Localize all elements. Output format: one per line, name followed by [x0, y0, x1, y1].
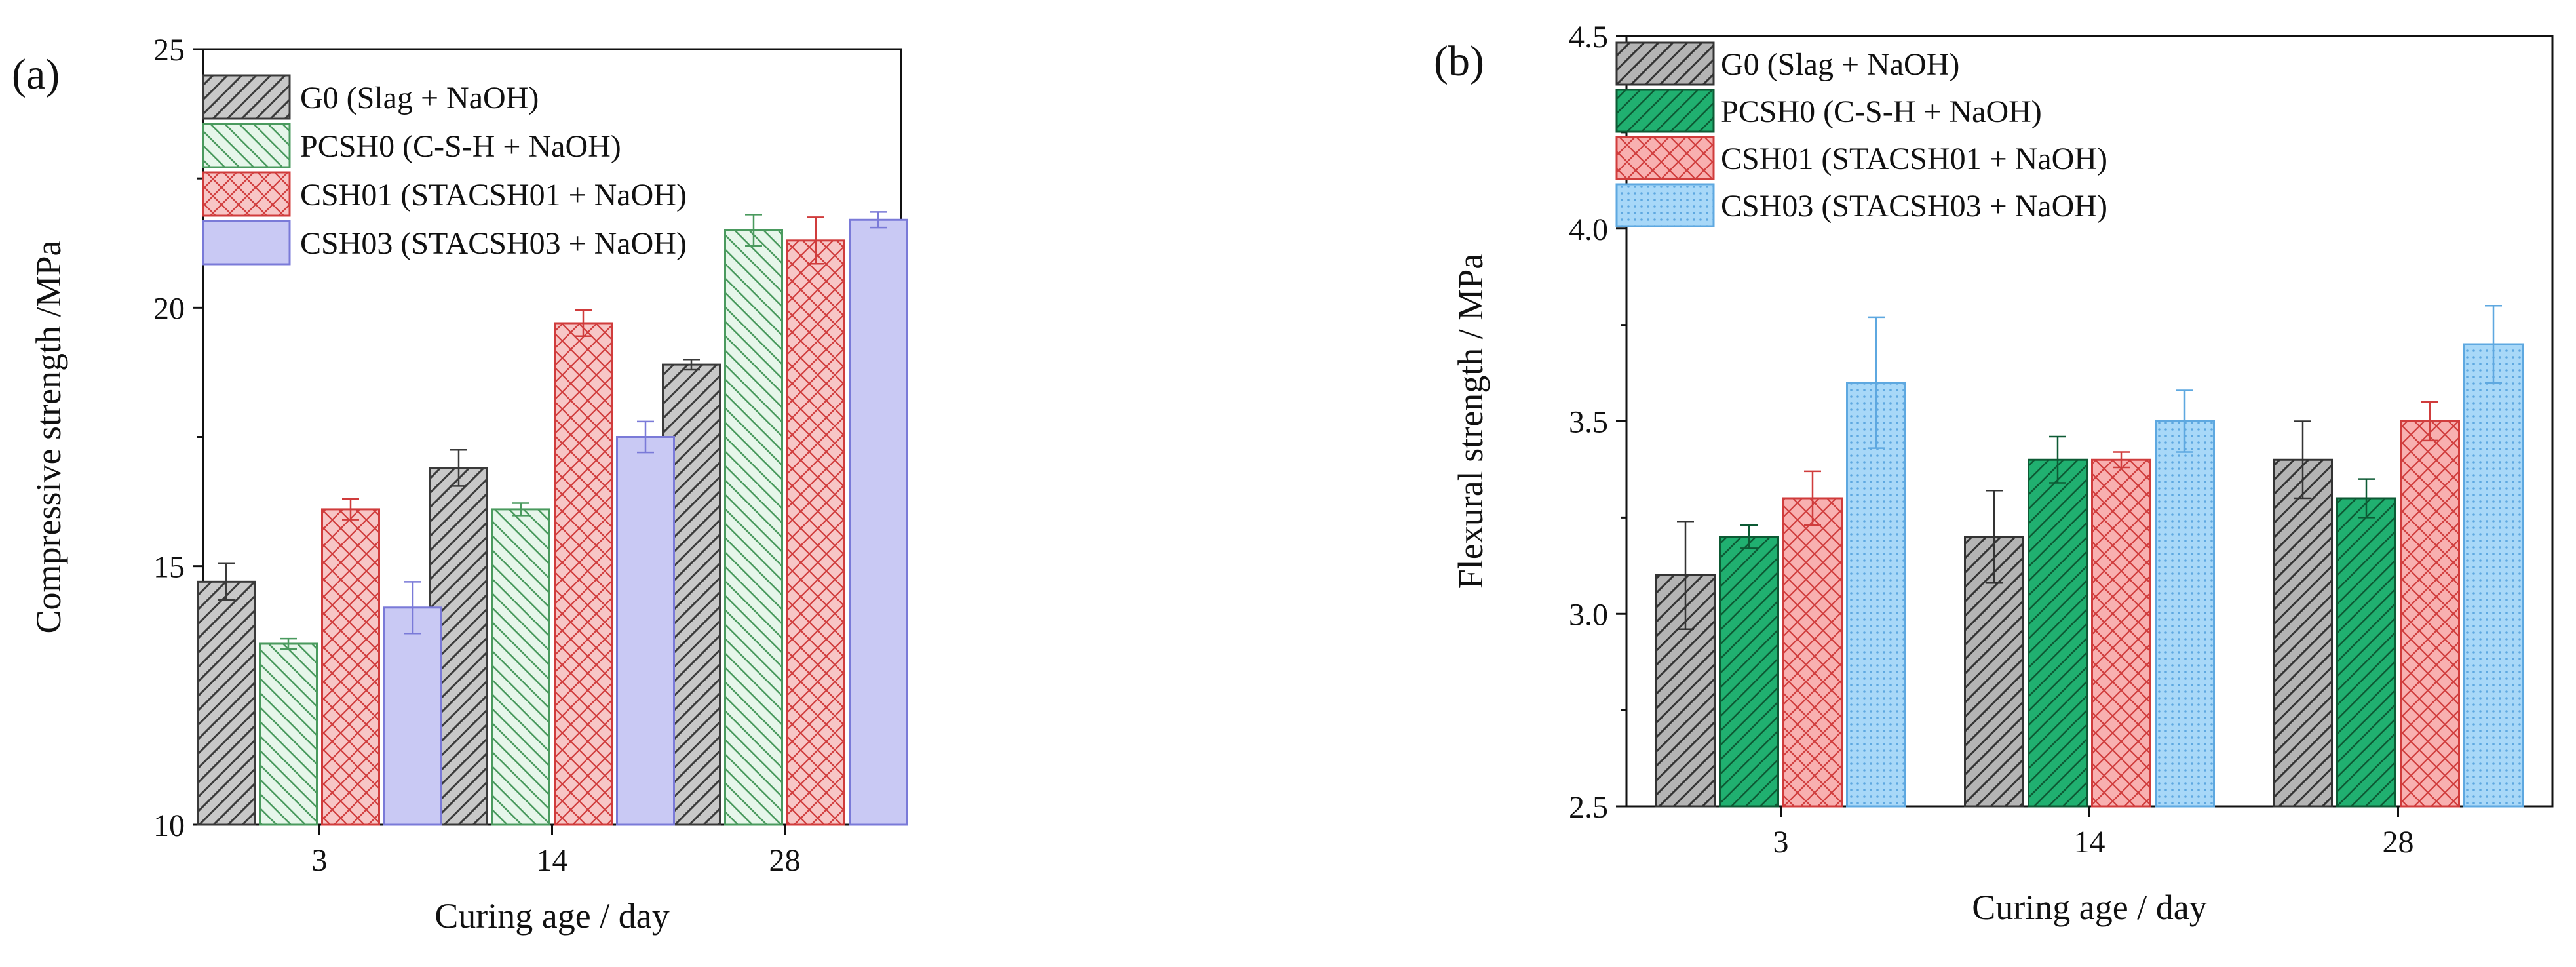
- legend-swatch-pcsh0: [1615, 89, 1715, 133]
- legend-label-csh01: CSH01 (STACSH01 + NaOH): [300, 178, 687, 212]
- error-bar-g0-28: [683, 358, 700, 371]
- y-tick-label: 20: [153, 291, 185, 326]
- legend-label-pcsh0: PCSH0 (C-S-H + NaOH): [1721, 94, 2042, 129]
- error-bar-pcsh0-3: [1740, 524, 1758, 549]
- legend-label-g0: G0 (Slag + NaOH): [300, 81, 539, 115]
- error-bar-pcsh0-3: [280, 637, 297, 650]
- error-bar-csh01-14: [2113, 451, 2130, 469]
- y-tick-label: 15: [153, 550, 185, 585]
- y-tick-label: 3.0: [1569, 597, 1608, 632]
- error-bar-csh03-14: [2176, 389, 2193, 453]
- error-bar-pcsh0-14: [512, 502, 529, 517]
- bar-pcsh0-14: [2028, 458, 2088, 808]
- x-axis-title: Curing age / day: [1972, 888, 2206, 927]
- bar-csh03-3: [383, 606, 442, 826]
- x-tick-label: 14: [537, 843, 568, 878]
- bar-g0-28: [2273, 458, 2333, 808]
- error-bar-csh01-28: [2421, 401, 2438, 442]
- legend-swatch-csh03: [202, 220, 291, 266]
- y-tick-label: 4.5: [1569, 20, 1608, 54]
- bar-csh01-14: [2091, 458, 2151, 808]
- bar-csh03-28: [849, 218, 908, 826]
- error-bar-g0-3: [1677, 521, 1694, 630]
- y-tick-label: 2.5: [1569, 790, 1608, 825]
- legend-label-csh03: CSH03 (STACSH03 + NaOH): [1721, 189, 2107, 224]
- error-bar-csh03-14: [637, 420, 654, 454]
- error-bar-g0-3: [218, 562, 235, 601]
- bar-pcsh0-3: [259, 642, 318, 826]
- error-bar-pcsh0-28: [2358, 478, 2375, 519]
- bar-csh01-3: [321, 508, 380, 826]
- legend-label-csh03: CSH03 (STACSH03 + NaOH): [300, 226, 687, 261]
- legend-swatch-csh03: [1615, 183, 1715, 227]
- legend-swatch-g0: [202, 74, 291, 120]
- error-bar-csh01-28: [807, 216, 824, 265]
- x-tick-label: 28: [769, 843, 801, 878]
- legend-swatch-g0: [1615, 41, 1715, 86]
- bar-g0-3: [197, 580, 256, 826]
- legend-swatch-csh01: [202, 171, 291, 217]
- x-tick-label: 3: [312, 843, 328, 878]
- bar-g0-3: [1655, 574, 1716, 808]
- error-bar-csh03-3: [1868, 316, 1885, 449]
- error-bar-csh01-3: [1804, 470, 1821, 526]
- bar-pcsh0-28: [724, 229, 783, 826]
- panel-a-compressive-chart: 10 15 20 25 3 14 28 G0 (Slag + NaOH) PCSH0 (C-S-…: [12, 33, 908, 936]
- y-tick-label: 3.5: [1569, 405, 1608, 440]
- x-axis-title: Curing age / day: [434, 896, 669, 936]
- error-bar-csh03-28: [870, 211, 887, 229]
- bar-csh01-28: [786, 239, 845, 826]
- bar-csh03-14: [2155, 420, 2215, 808]
- error-bar-g0-14: [450, 448, 467, 487]
- x-tick-label: 3: [1773, 825, 1789, 859]
- error-bar-csh03-28: [2485, 305, 2502, 384]
- x-tick-label: 28: [2383, 825, 2414, 859]
- legend-label-g0: G0 (Slag + NaOH): [1721, 47, 1959, 82]
- bar-pcsh0-28: [2336, 497, 2396, 808]
- legend-label-csh01: CSH01 (STACSH01 + NaOH): [1721, 142, 2107, 176]
- error-bar-csh01-14: [575, 309, 592, 337]
- y-tick-label: 10: [153, 808, 185, 843]
- y-tick-label: 4.0: [1569, 212, 1608, 247]
- panel-label: (b): [1434, 37, 1484, 85]
- bar-csh03-14: [616, 436, 675, 826]
- legend-label-pcsh0: PCSH0 (C-S-H + NaOH): [300, 129, 621, 164]
- error-bar-g0-28: [2294, 420, 2311, 500]
- y-axis-title: Compressive strength /MPa: [29, 240, 68, 633]
- error-bar-csh01-3: [342, 498, 359, 521]
- error-bar-csh03-3: [404, 581, 421, 635]
- bar-pcsh0-14: [491, 508, 550, 826]
- legend-swatch-pcsh0: [202, 123, 291, 168]
- bar-csh01-14: [554, 322, 613, 826]
- error-bar-g0-14: [1986, 490, 2003, 584]
- bar-csh03-28: [2463, 343, 2524, 808]
- bar-csh01-3: [1782, 497, 1843, 808]
- bar-pcsh0-3: [1719, 536, 1779, 808]
- legend-swatch-csh01: [1615, 136, 1715, 180]
- y-tick-label: 25: [153, 33, 185, 68]
- panel-b-flexural-chart: 2.5 3.0 3.5 4.0 4.5 3 14 28 G0 (Slag + NaOH) PCSH…: [1434, 20, 2554, 927]
- bar-csh01-28: [2400, 420, 2460, 808]
- panel-label: (a): [12, 50, 60, 98]
- error-bar-pcsh0-28: [745, 214, 762, 247]
- error-bar-pcsh0-14: [2049, 435, 2066, 484]
- y-axis-title: Flexural strength / MPa: [1451, 254, 1490, 589]
- x-tick-label: 14: [2074, 825, 2105, 859]
